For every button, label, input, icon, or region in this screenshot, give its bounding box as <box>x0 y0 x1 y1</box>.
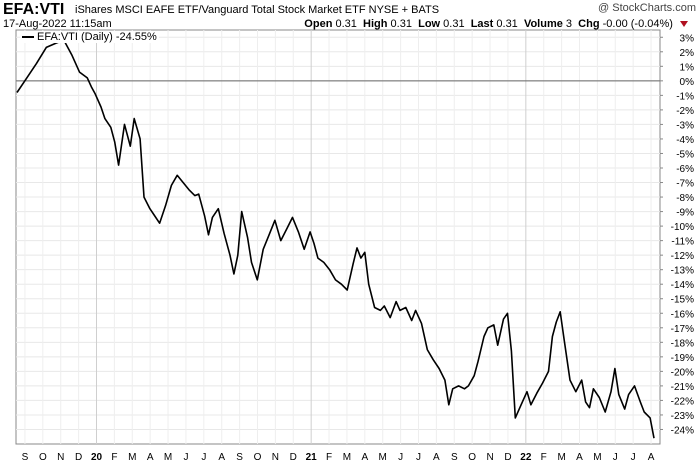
x-tick-label: M <box>128 452 136 463</box>
x-tick-label: A <box>433 452 440 463</box>
y-tick-label: -9% <box>676 208 694 219</box>
y-tick-label: -11% <box>671 237 694 248</box>
x-tick-label: A <box>361 452 368 463</box>
high-value: 0.31 <box>390 18 412 30</box>
x-tick-label: S <box>451 452 458 463</box>
y-tick-label: -20% <box>671 367 694 378</box>
x-tick-label: F <box>326 452 332 463</box>
legend-swatch <box>22 36 34 39</box>
quote-date: 17-Aug-2022 11:15am <box>3 18 112 30</box>
x-tick-label: J <box>183 452 188 463</box>
last-value: 0.31 <box>496 18 518 30</box>
stockcharts-credit[interactable]: @ StockCharts.com <box>598 2 696 14</box>
y-tick-label: -23% <box>671 411 694 422</box>
y-tick-label: 2% <box>680 48 695 59</box>
x-tick-label: N <box>272 452 279 463</box>
y-tick-label: -6% <box>676 164 694 175</box>
y-tick-label: -15% <box>671 295 694 306</box>
chg-label: Chg <box>578 18 600 30</box>
x-tick-label: S <box>236 452 243 463</box>
x-tick-label: M <box>557 452 565 463</box>
x-tick-label: J <box>631 452 636 463</box>
x-tick-label: D <box>75 452 82 463</box>
x-tick-label: F <box>541 452 547 463</box>
x-tick-label: D <box>290 452 297 463</box>
y-tick-label: -19% <box>671 353 694 364</box>
y-tick-label: -13% <box>671 266 694 277</box>
x-tick-label: N <box>57 452 64 463</box>
x-tick-label: M <box>593 452 601 463</box>
y-tick-label: -8% <box>676 193 694 204</box>
x-tick-label: J <box>398 452 403 463</box>
y-tick-label: -4% <box>676 135 694 146</box>
x-tick-label: 22 <box>520 452 532 463</box>
x-tick-label: O <box>39 452 47 463</box>
y-tick-label: -18% <box>671 338 694 349</box>
x-tick-label: M <box>343 452 351 463</box>
x-tick-label: A <box>218 452 225 463</box>
x-tick-label: O <box>468 452 476 463</box>
x-axis: S O N D 20 F M A M J J A S O N D 21 F M A M J J A S O N D 22 F M A M J J A <box>22 452 655 463</box>
y-tick-label: 3% <box>680 33 695 44</box>
quote-summary: Open 0.31 High 0.31 Low 0.31 Last 0.31 V… <box>304 18 688 30</box>
low-value: 0.31 <box>443 18 465 30</box>
y-tick-label: 1% <box>680 62 695 73</box>
x-tick-label: M <box>164 452 172 463</box>
open-label: Open <box>304 18 333 30</box>
low-label: Low <box>418 18 441 30</box>
x-tick-label: N <box>486 452 493 463</box>
x-tick-label: F <box>111 452 117 463</box>
series-line <box>16 39 655 439</box>
y-tick-label: -24% <box>671 425 694 436</box>
y-tick-label: -21% <box>671 382 694 393</box>
legend: EFA:VTI (Daily) -24.55% <box>20 31 159 43</box>
x-tick-label: 20 <box>91 452 103 463</box>
y-tick-label: -2% <box>676 106 694 117</box>
x-tick-label: J <box>613 452 618 463</box>
y-axis: 3% 2% 1% 0% -1% -2% -3% -4% -5% -6% -7% -8% -9% -10% -… <box>660 33 694 436</box>
y-tick-label: -17% <box>671 324 694 335</box>
y-tick-label: -7% <box>676 179 694 190</box>
y-tick-label: -3% <box>676 120 694 131</box>
volume-label: Volume <box>523 18 563 30</box>
plot-frame <box>15 29 661 445</box>
x-tick-label: D <box>504 452 511 463</box>
high-label: High <box>363 18 388 30</box>
x-tick-label: J <box>201 452 206 463</box>
chg-value: -0.00 (-0.04%) <box>602 18 673 30</box>
y-tick-label: -14% <box>671 280 694 291</box>
legend-label: EFA:VTI (Daily) -24.55% <box>37 31 157 43</box>
y-tick-label: -12% <box>671 251 694 262</box>
x-tick-label: S <box>22 452 29 463</box>
x-tick-label: A <box>648 452 655 463</box>
x-tick-label: M <box>379 452 387 463</box>
x-tick-label: J <box>416 452 421 463</box>
x-tick-label: 21 <box>306 452 318 463</box>
x-tick-label: A <box>147 452 154 463</box>
symbol-description: iShares MSCI EAFE ETF/Vanguard Total Sto… <box>75 4 440 16</box>
volume-value: 3 <box>565 18 573 30</box>
open-value: 0.31 <box>335 18 357 30</box>
y-tick-label: -16% <box>671 309 694 320</box>
x-tick-label: O <box>254 452 262 463</box>
y-tick-label: -22% <box>671 396 694 407</box>
down-arrow-icon <box>680 21 688 28</box>
x-tick-label: A <box>576 452 583 463</box>
chart-header: EFA:VTI iShares MSCI EAFE ETF/Vanguard T… <box>0 0 700 30</box>
last-label: Last <box>470 18 494 30</box>
y-tick-label: -5% <box>676 149 694 160</box>
y-tick-label: -10% <box>671 222 694 233</box>
grid-lines <box>16 30 660 444</box>
y-tick-label: -1% <box>676 91 694 102</box>
symbol-title: EFA:VTI <box>3 1 65 18</box>
y-tick-label: 0% <box>680 77 695 88</box>
